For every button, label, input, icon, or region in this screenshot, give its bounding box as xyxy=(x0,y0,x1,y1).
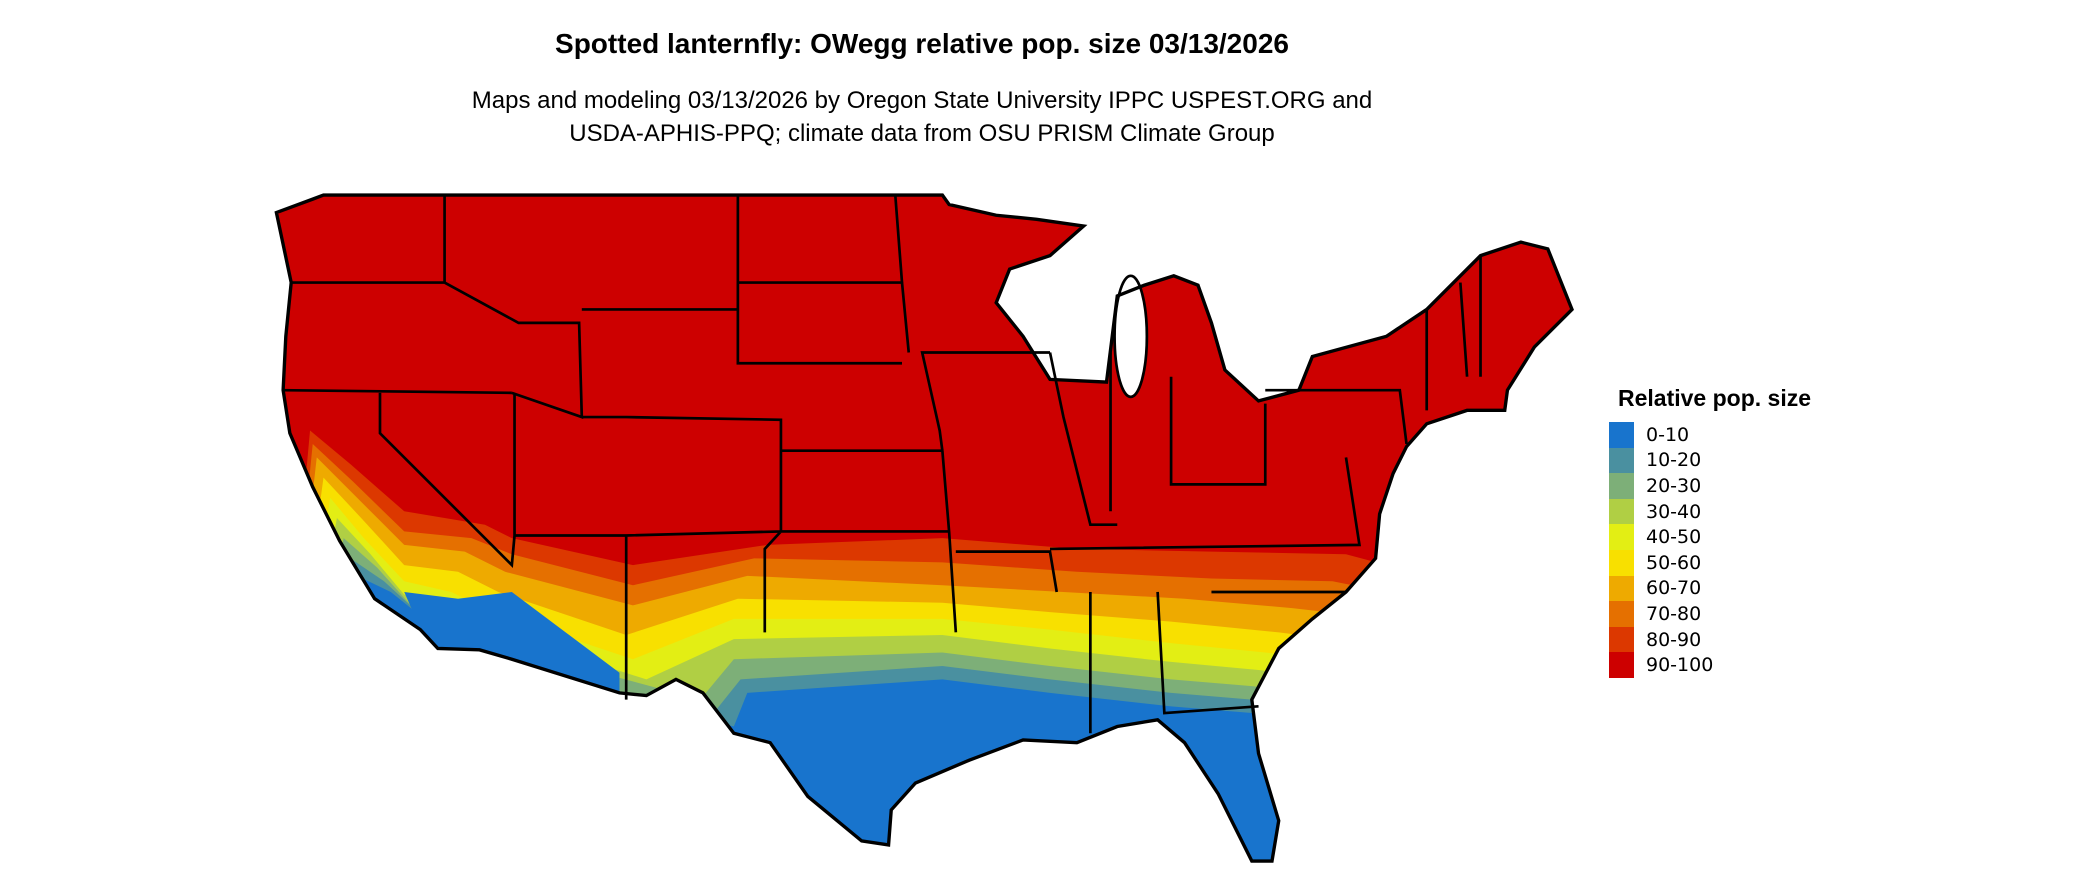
legend-item: 80-90 xyxy=(1609,626,1811,653)
legend-label: 50-60 xyxy=(1646,551,1702,574)
legend-swatch xyxy=(1609,447,1634,474)
legend-item: 10-20 xyxy=(1609,447,1811,474)
legend-label: 70-80 xyxy=(1646,602,1702,625)
legend-label: 80-90 xyxy=(1646,628,1702,651)
legend-item: 30-40 xyxy=(1609,498,1811,525)
legend-swatch xyxy=(1609,549,1634,576)
legend-items: 0-10 10-20 20-30 30-40 40-50 50-60 60-70 70-80 8… xyxy=(1609,422,1811,678)
legend-title: Relative pop. size xyxy=(1618,385,1812,411)
legend-swatch xyxy=(1609,626,1634,653)
legend-swatch xyxy=(1609,601,1634,627)
legend-label: 10-20 xyxy=(1646,449,1702,472)
subtitle-line-1: Maps and modeling 03/13/2026 by Oregon S… xyxy=(471,87,1373,114)
legend-swatch xyxy=(1609,498,1634,525)
legend-item: 70-80 xyxy=(1609,601,1811,627)
legend-swatch xyxy=(1609,575,1634,602)
legend-label: 0-10 xyxy=(1646,423,1690,446)
zone-0-10-southwest xyxy=(404,591,620,700)
legend-item: 40-50 xyxy=(1609,524,1811,550)
legend-label: 60-70 xyxy=(1646,577,1702,600)
legend-item: 90-100 xyxy=(1609,652,1811,678)
legend-item: 0-10 xyxy=(1609,422,1811,448)
lake-michigan xyxy=(1113,274,1149,399)
legend-swatch xyxy=(1609,524,1634,550)
subtitle-line-2: USDA-APHIS-PPQ; climate data from OSU PR… xyxy=(569,120,1275,147)
legend-label: 40-50 xyxy=(1646,526,1702,549)
map-title: Spotted lanternfly: OWegg relative pop. … xyxy=(555,28,1289,59)
legend: Relative pop. size 0-10 10-20 20-30 30-40 40… xyxy=(1609,385,1811,678)
legend-swatch xyxy=(1609,422,1634,448)
state-borders xyxy=(283,194,1482,734)
legend-label: 30-40 xyxy=(1646,500,1702,523)
legend-item: 50-60 xyxy=(1609,549,1811,576)
map-subtitle: Maps and modeling 03/13/2026 by Oregon S… xyxy=(0,84,1844,150)
legend-label: 20-30 xyxy=(1646,474,1702,497)
legend-label: 90-100 xyxy=(1646,654,1714,677)
legend-item: 60-70 xyxy=(1609,575,1811,602)
legend-swatch xyxy=(1609,652,1634,678)
legend-item: 20-30 xyxy=(1609,473,1811,499)
legend-swatch xyxy=(1609,473,1634,499)
